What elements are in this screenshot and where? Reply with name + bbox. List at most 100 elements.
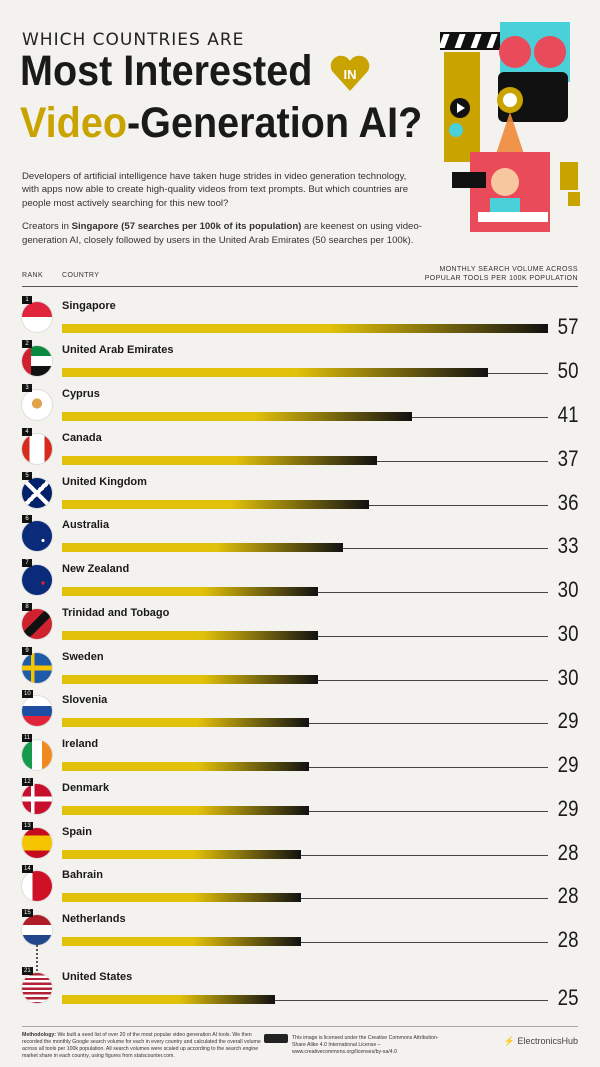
rank-badge: 6 (22, 515, 32, 523)
rank-gap-dots (36, 945, 38, 971)
title-text-1: Most Interested (20, 47, 313, 95)
flag-icon (22, 871, 52, 901)
intro-p2-bold: Singapore (57 searches per 100k of its p… (71, 221, 302, 233)
title-text-2: -Generation AI? (127, 99, 423, 147)
value-label: 29 (557, 708, 578, 733)
in-badge: IN (330, 55, 370, 98)
chart-row: 15 Netherlands 28 (0, 909, 600, 957)
value-label: 30 (557, 577, 578, 602)
value-label: 30 (557, 665, 578, 690)
bar (62, 937, 301, 946)
column-header-rank: RANK (22, 272, 44, 279)
country-label: United Arab Emirates (62, 344, 174, 356)
chart-row: 9 Sweden 30 (0, 647, 600, 695)
rank-badge: 8 (22, 603, 32, 611)
country-label: United States (62, 971, 133, 983)
bar-track (62, 942, 548, 943)
bar (62, 850, 301, 859)
bar (62, 718, 309, 727)
flag-icon (22, 434, 52, 464)
country-label: Cyprus (62, 388, 100, 400)
column-header-country: COUNTRY (62, 272, 100, 279)
rank-badge: 3 (22, 384, 32, 392)
bar (62, 675, 318, 684)
chart-row: 13 Spain 28 (0, 822, 600, 870)
rank-badge: 4 (22, 428, 32, 436)
rank-badge: 2 (22, 340, 32, 348)
flag-icon (22, 302, 52, 332)
rank-badge: 1 (22, 296, 32, 304)
bar (62, 587, 318, 596)
value-label: 41 (557, 402, 578, 427)
value-label: 57 (557, 314, 578, 339)
rank-badge: 10 (22, 690, 33, 698)
country-label: Singapore (62, 300, 116, 312)
rank-badge: 5 (22, 472, 32, 480)
value-label: 37 (557, 446, 578, 471)
bar-track (62, 855, 548, 856)
flag-icon (22, 478, 52, 508)
title-highlight: Video (20, 99, 128, 147)
volume-header-line-1: MONTHLY SEARCH VOLUME ACROSS (439, 266, 578, 273)
flag-icon (22, 828, 52, 858)
chart-row: 6 Australia 33 (0, 515, 600, 563)
methodology-label: Methodology: (22, 1032, 56, 1038)
country-label: Canada (62, 432, 102, 444)
flag-icon (22, 521, 52, 551)
intro-paragraph-2: Creators in Singapore (57 searches per 1… (22, 220, 422, 247)
header-divider (22, 286, 578, 287)
flag-icon (22, 653, 52, 683)
in-badge-text: IN (344, 67, 357, 82)
bar (62, 456, 377, 465)
country-label: Denmark (62, 782, 110, 794)
methodology-text: We built a seed list of over 20 of the m… (22, 1032, 261, 1060)
bar (62, 806, 309, 815)
bar-track (62, 1000, 548, 1001)
country-label: Trinidad and Tobago (62, 607, 170, 619)
bar (62, 995, 275, 1004)
chart-row: 2 United Arab Emirates 50 (0, 340, 600, 388)
country-label: Bahrain (62, 869, 103, 881)
value-label: 25 (557, 985, 578, 1010)
flag-icon (22, 609, 52, 639)
flag-icon (22, 740, 52, 770)
country-label: Slovenia (62, 694, 108, 706)
rank-badge: 13 (22, 822, 33, 830)
cc-license-icon (264, 1034, 288, 1043)
camera-illustration (438, 22, 582, 247)
rank-badge: 12 (22, 778, 33, 786)
methodology-note: Methodology: We built a seed list of ove… (22, 1032, 262, 1060)
value-label: 29 (557, 796, 578, 821)
flag-icon (22, 915, 52, 945)
rank-badge: 14 (22, 865, 33, 873)
country-label: Australia (62, 519, 110, 531)
rank-badge: 11 (22, 734, 33, 742)
chart-row: 11 Ireland 29 (0, 734, 600, 782)
value-label: 28 (557, 840, 578, 865)
country-label: Sweden (62, 651, 104, 663)
rank-badge: 15 (22, 909, 33, 917)
flag-icon (22, 565, 52, 595)
value-label: 28 (557, 927, 578, 952)
chart-row: 14 Bahrain 28 (0, 865, 600, 913)
flag-icon (22, 390, 52, 420)
value-label: 29 (557, 752, 578, 777)
flag-icon (22, 346, 52, 376)
title-line-1: Most Interested (20, 50, 312, 93)
brand-logo: ⚡ ElectronicsHub (503, 1036, 578, 1046)
country-label: United Kingdom (62, 476, 147, 488)
bar (62, 543, 343, 552)
brand-name: ElectronicsHub (517, 1036, 578, 1046)
intro-text: Developers of artificial intelligence ha… (22, 170, 422, 257)
bar (62, 893, 301, 902)
chart-row: 7 New Zealand 30 (0, 559, 600, 607)
chart-row: 8 Trinidad and Tobago 30 (0, 603, 600, 651)
license-note: This image is licensed under the Creativ… (264, 1035, 444, 1056)
flag-icon (22, 696, 52, 726)
value-label: 33 (557, 533, 578, 558)
chart-row: 3 Cyprus 41 (0, 384, 600, 432)
footer-divider (22, 1026, 578, 1027)
title-line-2: Video-Generation AI? (20, 102, 422, 145)
bar (62, 324, 548, 333)
country-label: New Zealand (62, 563, 130, 575)
